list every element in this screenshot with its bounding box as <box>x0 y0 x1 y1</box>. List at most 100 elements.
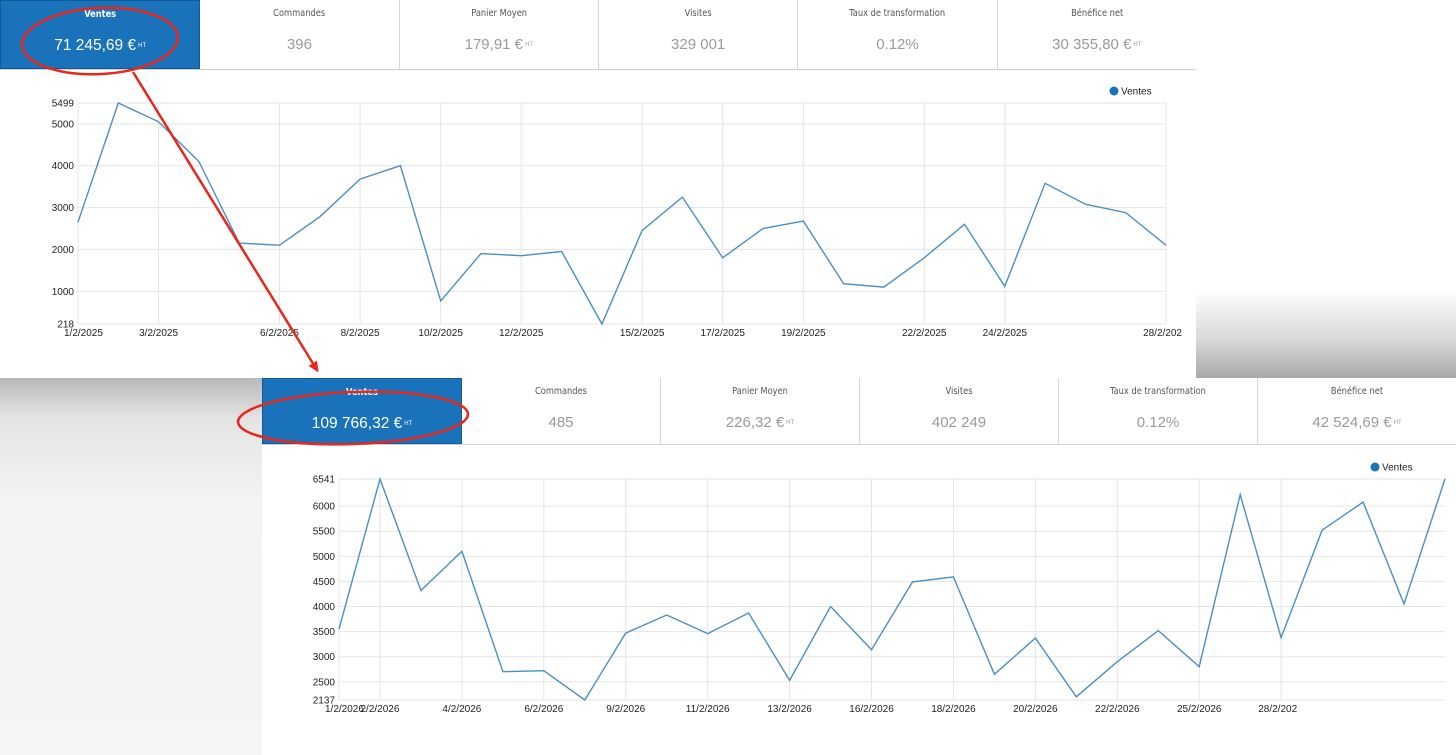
data-point[interactable] <box>237 241 241 245</box>
y-tick-label: 3500 <box>313 627 336 638</box>
data-point[interactable] <box>761 226 765 230</box>
kpi-label: Ventes <box>346 387 378 398</box>
data-point[interactable] <box>1361 500 1365 504</box>
kpi-label: Panier Moyen <box>732 386 788 397</box>
data-point[interactable] <box>419 588 423 592</box>
data-point[interactable] <box>318 215 322 219</box>
x-tick-label: 6/2/2025 <box>260 328 299 339</box>
data-point[interactable] <box>398 164 402 168</box>
kpi-tab-taux-de-transformation[interactable]: Taux de transformation 0.12% <box>1059 378 1258 444</box>
data-point[interactable] <box>1115 660 1119 664</box>
data-point[interactable] <box>624 631 628 635</box>
kpi-value: 485 <box>462 414 660 431</box>
data-point[interactable] <box>1043 181 1047 185</box>
kpi-value-number: 109 766,32 € <box>311 415 403 432</box>
data-point[interactable] <box>1443 477 1447 481</box>
x-tick-label: 25/2/2026 <box>1177 704 1222 715</box>
data-point[interactable] <box>559 249 563 253</box>
kpi-value: 30 355,80 € HT <box>998 36 1196 53</box>
data-point[interactable] <box>156 120 160 124</box>
data-point[interactable] <box>869 647 873 651</box>
kpi-tab-visites[interactable]: Visites 402 249 <box>860 378 1059 444</box>
dashboard-panel-2026: Ventes 109 766,32 € HT Commandes 485 Panier M… <box>262 378 1456 755</box>
kpi-label: Commandes <box>535 386 587 397</box>
data-point[interactable] <box>1238 492 1242 496</box>
data-point[interactable] <box>358 177 362 181</box>
x-tick-label: 10/2/2025 <box>418 328 463 339</box>
data-point[interactable] <box>1156 628 1160 632</box>
data-point[interactable] <box>1320 528 1324 532</box>
data-point[interactable] <box>1402 602 1406 606</box>
data-point[interactable] <box>746 611 750 615</box>
kpi-tab-ventes[interactable]: Ventes 109 766,32 € HT <box>262 378 462 444</box>
kpi-value-number: 30 355,80 € <box>1052 36 1132 53</box>
data-point[interactable] <box>501 670 505 674</box>
data-point[interactable] <box>910 580 914 584</box>
data-point[interactable] <box>1197 665 1201 669</box>
data-point[interactable] <box>1003 284 1007 288</box>
data-point[interactable] <box>992 672 996 676</box>
legend-label[interactable]: Ventes <box>1121 87 1152 98</box>
data-point[interactable] <box>1074 695 1078 699</box>
y-tick-label: 2000 <box>52 245 75 256</box>
legend-label[interactable]: Ventes <box>1382 463 1413 474</box>
data-point[interactable] <box>665 613 669 617</box>
data-point[interactable] <box>828 604 832 608</box>
y-tick-label: 5000 <box>313 552 336 563</box>
data-point[interactable] <box>922 256 926 260</box>
data-point[interactable] <box>337 627 341 631</box>
data-point[interactable] <box>197 159 201 163</box>
data-point[interactable] <box>1124 210 1128 214</box>
data-point[interactable] <box>583 698 587 702</box>
kpi-tab-commandes[interactable]: Commandes 396 <box>200 0 400 69</box>
kpi-label: Ventes <box>84 9 117 20</box>
data-point[interactable] <box>378 477 382 481</box>
kpi-tab-b-n-fice-net[interactable]: Bénéfice net 30 355,80 € HT <box>997 0 1196 69</box>
kpi-unit: HT <box>404 420 413 427</box>
y-tick-label: 5500 <box>313 527 336 538</box>
x-tick-label: 12/2/2025 <box>499 328 544 339</box>
data-point[interactable] <box>600 322 604 326</box>
data-point[interactable] <box>116 101 120 105</box>
data-point[interactable] <box>787 678 791 682</box>
kpi-value: 42 524,69 € HT <box>1258 414 1456 431</box>
data-point[interactable] <box>1164 243 1168 247</box>
kpi-value: 71 245,69 € HT <box>1 37 199 55</box>
data-point[interactable] <box>460 549 464 553</box>
data-point[interactable] <box>640 228 644 232</box>
data-point[interactable] <box>882 285 886 289</box>
data-point[interactable] <box>479 251 483 255</box>
y-tick-label: 4000 <box>52 161 75 172</box>
data-point[interactable] <box>277 243 281 247</box>
data-point[interactable] <box>951 575 955 579</box>
data-point[interactable] <box>680 195 684 199</box>
data-point[interactable] <box>721 256 725 260</box>
kpi-tab-taux-de-transformation[interactable]: Taux de transformation 0.12% <box>798 0 998 69</box>
data-point[interactable] <box>1083 202 1087 206</box>
kpi-label: Bénéfice net <box>1330 386 1384 397</box>
kpi-value: 402 249 <box>860 414 1058 431</box>
data-point[interactable] <box>1033 636 1037 640</box>
data-point[interactable] <box>841 282 845 286</box>
kpi-tab-ventes[interactable]: Ventes 71 245,69 € HT <box>0 0 201 69</box>
background-shade <box>0 378 262 755</box>
kpi-tab-panier-moyen[interactable]: Panier Moyen 179,91 € HT <box>399 0 599 69</box>
kpi-value: 0.12% <box>1059 414 1257 431</box>
data-point[interactable] <box>76 220 80 224</box>
data-point[interactable] <box>962 222 966 226</box>
kpi-value-number: 396 <box>286 36 312 53</box>
data-point[interactable] <box>438 299 442 303</box>
data-point[interactable] <box>519 254 523 258</box>
data-point[interactable] <box>542 669 546 673</box>
kpi-tab-b-n-fice-net[interactable]: Bénéfice net 42 524,69 € HT <box>1258 378 1456 444</box>
kpi-tab-panier-moyen[interactable]: Panier Moyen 226,32 € HT <box>661 378 860 444</box>
kpi-value: 179,91 € HT <box>400 36 598 53</box>
kpi-tab-commandes[interactable]: Commandes 485 <box>462 378 661 444</box>
y-tick-label: 6000 <box>313 502 336 513</box>
data-point[interactable] <box>705 631 709 635</box>
data-point[interactable] <box>1279 635 1283 639</box>
x-tick-label: 24/2/2025 <box>983 328 1028 339</box>
data-point[interactable] <box>801 219 805 223</box>
kpi-tab-visites[interactable]: Visites 329 001 <box>598 0 799 69</box>
kpi-value-number: 0.12% <box>1136 414 1180 431</box>
